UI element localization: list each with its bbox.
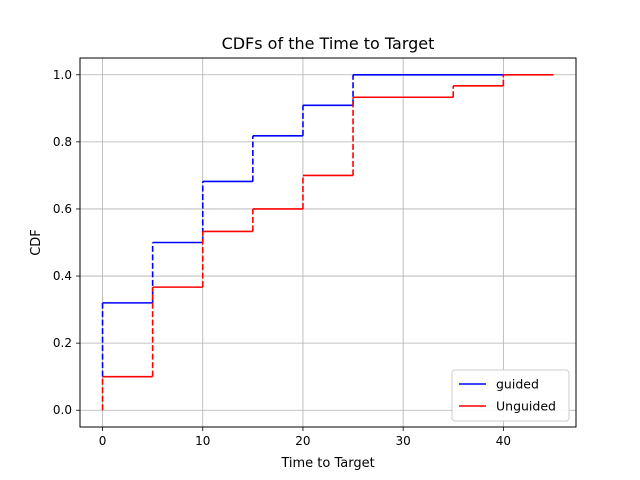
plot-frame bbox=[79, 57, 577, 428]
series-guided bbox=[101, 73, 504, 377]
x-tick-label: 20 bbox=[295, 434, 310, 448]
grid bbox=[80, 58, 576, 427]
y-tick-label: 0.4 bbox=[53, 269, 72, 283]
y-tick-label: 1.0 bbox=[53, 68, 72, 82]
y-tick-label: 0.2 bbox=[53, 336, 72, 350]
legend-label: guided bbox=[496, 377, 539, 392]
x-axis-ticks: 0 10 20 30 40 bbox=[99, 427, 511, 448]
x-tick-label: 0 bbox=[99, 434, 107, 448]
series-group bbox=[101, 73, 554, 411]
y-axis-label: CDF bbox=[29, 229, 44, 256]
legend-box bbox=[451, 369, 570, 422]
y-tick-label: 0.8 bbox=[53, 135, 72, 149]
y-tick-label: 0.0 bbox=[53, 403, 72, 417]
x-tick-label: 10 bbox=[195, 434, 210, 448]
chart-title: CDFs of the Time to Target bbox=[222, 34, 435, 53]
legend-label: Unguided bbox=[496, 399, 556, 414]
legend: guided Unguided bbox=[451, 369, 570, 422]
y-tick-label: 0.6 bbox=[53, 202, 72, 216]
series-unguided bbox=[101, 73, 554, 411]
y-axis-ticks: 0.0 0.2 0.4 0.6 0.8 1.0 bbox=[53, 68, 80, 417]
x-tick-label: 40 bbox=[496, 434, 511, 448]
x-tick-label: 30 bbox=[396, 434, 411, 448]
x-axis-label: Time to Target bbox=[280, 456, 374, 471]
